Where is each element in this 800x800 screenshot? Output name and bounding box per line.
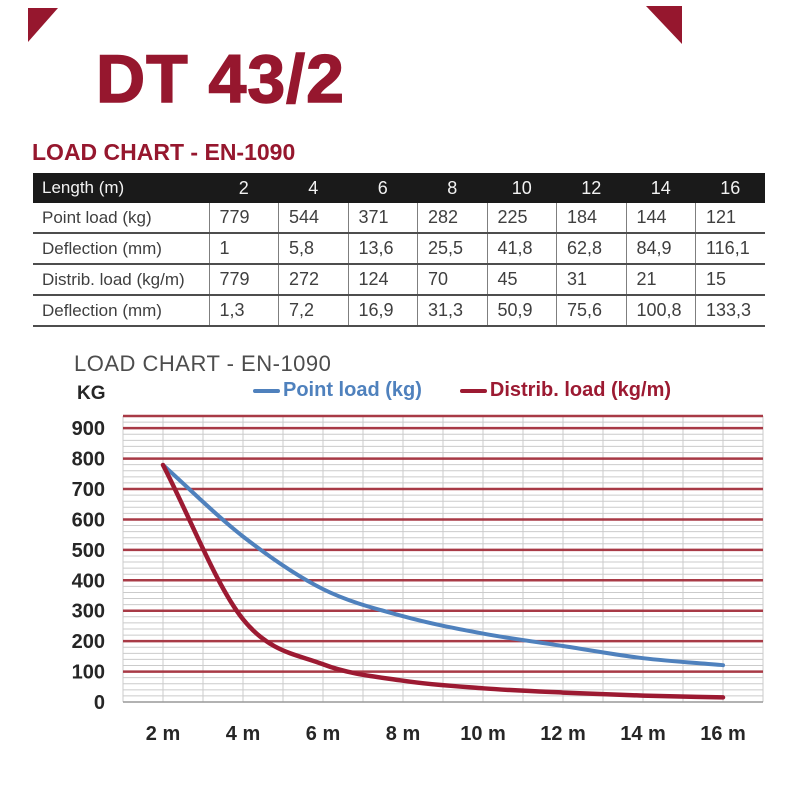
header-label-cell: Length (m)	[33, 173, 209, 203]
value-cell: 5,8	[278, 233, 348, 265]
value-cell: 779	[208, 264, 279, 296]
row-label-cell: Distrib. load (kg/m)	[33, 264, 209, 296]
value-cell: 121	[695, 203, 765, 234]
table-header-row: Length (m) 2 4 6 8 10 12 14 16	[33, 173, 765, 203]
value-cell: 13,6	[347, 233, 418, 265]
header-length-cell: 2	[209, 173, 279, 203]
legend-item-distrib-load: Distrib. load (kg/m)	[459, 379, 672, 402]
chart-title: LOAD CHART - EN-1090	[74, 351, 332, 376]
value-cell: 21	[625, 264, 696, 296]
y-tick-label: 400	[72, 570, 105, 592]
value-cell: 75,6	[556, 295, 626, 327]
value-cell: 7,2	[278, 295, 348, 327]
header-length-cell: 10	[487, 173, 557, 203]
legend-label-distrib-load: Distrib. load (kg/m)	[489, 379, 672, 401]
corner-ribbon-left-icon	[28, 8, 58, 42]
table-row: Point load (kg) 779 544 371 282 225 184 144 121	[33, 203, 765, 234]
x-tick-label: 14 m	[620, 723, 666, 745]
value-cell: 45	[486, 264, 557, 296]
point-load-line-icon	[253, 388, 280, 393]
corner-ribbon-right-icon	[646, 6, 682, 44]
value-cell: 225	[486, 203, 557, 234]
value-cell: 184	[556, 203, 626, 234]
legend-label-point-load: Point load (kg)	[283, 379, 422, 401]
load-chart-plot: 0 100 200 300 400 500 600 700 800 900 2 m 4 m 6 m 8 m…	[72, 414, 764, 745]
value-cell: 100,8	[625, 295, 696, 327]
value-cell: 25,5	[417, 233, 487, 265]
value-cell: 16,9	[347, 295, 418, 327]
y-tick-label: 500	[72, 540, 105, 562]
legend-item-point-load: Point load (kg)	[253, 379, 422, 402]
value-cell: 144	[625, 203, 696, 234]
row-label-cell: Deflection (mm)	[33, 295, 209, 327]
value-cell: 31,3	[417, 295, 487, 327]
x-tick-label: 6 m	[306, 723, 340, 745]
value-cell: 133,3	[695, 295, 765, 327]
header-length-cell: 14	[626, 173, 696, 203]
header-length-cell: 8	[417, 173, 487, 203]
table-row: Deflection (mm) 1,3 7,2 16,9 31,3 50,9 75,6 100…	[33, 295, 765, 327]
header-length-cell: 4	[278, 173, 348, 203]
value-cell: 62,8	[556, 233, 626, 265]
header-length-cell: 12	[556, 173, 626, 203]
y-tick-label: 100	[72, 662, 105, 684]
y-tick-label: 0	[94, 692, 105, 714]
value-cell: 282	[417, 203, 487, 234]
load-table-body: Point load (kg) 779 544 371 282 225 184 144 121 D…	[33, 203, 765, 327]
series-line-point-load	[161, 462, 725, 668]
value-cell: 371	[347, 203, 418, 234]
value-cell: 84,9	[625, 233, 696, 265]
y-tick-label: 600	[72, 509, 105, 531]
value-cell: 272	[278, 264, 348, 296]
distrib-load-line-icon	[459, 388, 487, 393]
load-table-head: Length (m) 2 4 6 8 10 12 14 16	[33, 173, 765, 203]
row-label-cell: Point load (kg)	[33, 203, 209, 234]
header-length-cell: 6	[348, 173, 418, 203]
y-tick-label: 700	[72, 479, 105, 501]
value-cell: 779	[208, 203, 279, 234]
x-tick-label: 4 m	[226, 723, 260, 745]
product-title: DT 43/2	[95, 41, 345, 117]
row-label-cell: Deflection (mm)	[33, 233, 209, 265]
x-tick-label: 8 m	[386, 723, 420, 745]
y-tick-label: 800	[72, 449, 105, 471]
series-line-distrib-load	[160, 462, 726, 700]
y-axis-unit-label: KG	[77, 383, 106, 404]
value-cell: 124	[347, 264, 418, 296]
section-heading: LOAD CHART - EN-1090	[32, 139, 296, 165]
x-tick-label: 16 m	[700, 723, 746, 745]
value-cell: 70	[417, 264, 487, 296]
value-cell: 1,3	[208, 295, 279, 327]
chart-legend: Point load (kg) Distrib. load (kg/m)	[253, 379, 671, 402]
value-cell: 1	[208, 233, 279, 265]
y-tick-label: 900	[72, 418, 105, 440]
table-row: Distrib. load (kg/m) 779 272 124 70 45 31 21 15	[33, 264, 765, 296]
load-table: Length (m) 2 4 6 8 10 12 14 16 Point load (kg) 77…	[33, 173, 765, 327]
value-cell: 116,1	[695, 233, 765, 265]
y-tick-label: 200	[72, 631, 105, 653]
x-tick-label: 2 m	[146, 723, 180, 745]
value-cell: 15	[695, 264, 765, 296]
x-tick-label: 12 m	[540, 723, 586, 745]
value-cell: 50,9	[486, 295, 557, 327]
value-cell: 41,8	[486, 233, 557, 265]
value-cell: 31	[556, 264, 626, 296]
header-length-cell: 16	[695, 173, 765, 203]
value-cell: 544	[278, 203, 348, 234]
x-tick-label: 10 m	[460, 723, 506, 745]
y-tick-label: 300	[72, 601, 105, 623]
table-row: Deflection (mm) 1 5,8 13,6 25,5 41,8 62,8 84,9 1…	[33, 233, 765, 265]
